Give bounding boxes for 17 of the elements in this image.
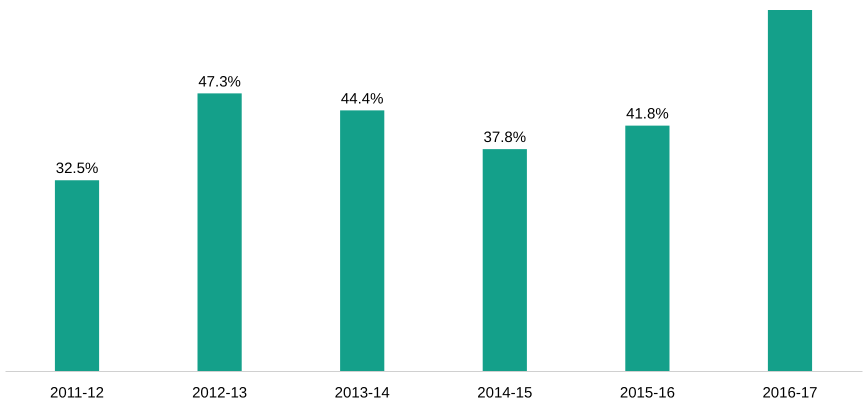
data-label: 32.5% (56, 160, 98, 178)
x-tick-label: 2012-13 (192, 384, 248, 402)
bar (340, 110, 384, 371)
bar (54, 180, 100, 371)
x-tick-label: 2013-14 (334, 384, 390, 402)
bar (198, 93, 242, 371)
data-label: 37.8% (484, 129, 526, 146)
x-tick-label: 2014-15 (477, 384, 532, 402)
x-tick-label: 2011-12 (50, 384, 104, 402)
bar (482, 149, 527, 371)
data-label: 41.8% (626, 106, 669, 123)
x-tick-label: 2015-16 (620, 384, 675, 402)
data-label: 44.4% (340, 90, 384, 108)
x-tick-label: 2016-17 (762, 384, 818, 402)
bar (625, 126, 670, 371)
bar (768, 10, 812, 371)
data-label: 47.3% (198, 73, 241, 90)
